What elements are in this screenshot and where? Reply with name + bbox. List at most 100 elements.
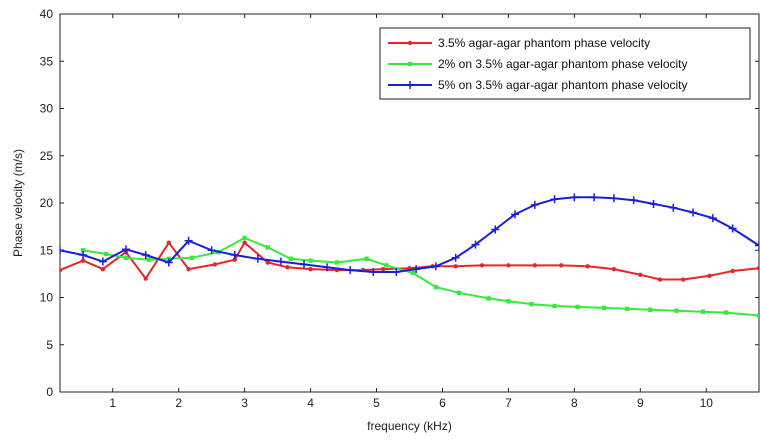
series-3-point xyxy=(164,258,173,267)
series-2-point xyxy=(265,245,270,250)
y-tick-label: 40 xyxy=(40,7,54,21)
series-3-point xyxy=(299,260,308,269)
series-3-point xyxy=(728,224,737,233)
series-3-point xyxy=(491,225,500,234)
series-1-point xyxy=(730,268,735,274)
series-2-point xyxy=(529,301,534,307)
series-2-point xyxy=(506,299,511,304)
series-3-point xyxy=(207,246,216,255)
legend-entry-1: 3.5% agar-agar phantom phase velocity xyxy=(388,36,650,50)
series-3-point xyxy=(550,195,559,204)
legend-label: 3.5% agar-agar phantom phase velocity xyxy=(438,36,650,50)
series-3-point xyxy=(98,257,107,266)
y-axis-title: Phase velocity (m/s) xyxy=(11,149,25,257)
series-2-point xyxy=(486,296,491,301)
series-1-point xyxy=(506,263,511,268)
series-1-point xyxy=(453,264,458,269)
series-1 xyxy=(60,240,759,282)
series-3-point xyxy=(649,199,658,208)
series-1-point xyxy=(265,260,270,265)
series-1-point xyxy=(380,266,386,272)
x-tick-label: 8 xyxy=(571,396,578,410)
series-3-point xyxy=(590,193,599,202)
series-2-point xyxy=(756,313,759,318)
legend-swatch-marker xyxy=(407,61,413,67)
x-tick-label: 6 xyxy=(439,396,446,410)
legend-entry-2: 2% on 3.5% agar-agar phantom phase veloc… xyxy=(388,57,688,71)
series-1-point xyxy=(611,266,617,272)
series-2-point xyxy=(123,255,129,261)
series-1-point xyxy=(100,266,106,272)
series-3-point xyxy=(511,210,520,219)
x-tick-label: 2 xyxy=(175,396,182,410)
series-3-point xyxy=(79,250,88,259)
series-2-point xyxy=(80,248,86,253)
x-tick-label: 9 xyxy=(637,396,644,410)
series-3-point xyxy=(755,241,759,250)
series-3-point xyxy=(276,257,285,266)
series-3-point xyxy=(323,263,332,272)
series-1-point xyxy=(285,265,290,270)
x-tick-label: 7 xyxy=(505,396,512,410)
series-3-point xyxy=(431,262,440,271)
series-3 xyxy=(60,193,759,276)
series-3-point xyxy=(412,265,421,274)
axes: 1 2 3 4 5 6 7 8 9 10 0 5 10 15 20 25 30 35 40 frequency (kH… xyxy=(11,7,760,433)
series-3-point xyxy=(121,245,130,254)
y-tick-label: 20 xyxy=(40,196,54,210)
legend-entry-3: 5% on 3.5% agar-agar phantom phase veloc… xyxy=(388,78,688,92)
series-2-point xyxy=(433,284,439,290)
y-tick-label: 10 xyxy=(40,291,54,305)
series-3-point xyxy=(689,208,698,217)
series-1-point xyxy=(242,240,247,245)
series-1-point xyxy=(707,273,712,278)
series-2-point xyxy=(364,256,369,261)
x-tick-label: 5 xyxy=(373,396,380,410)
series-2-point xyxy=(674,308,679,313)
legend-label: 5% on 3.5% agar-agar phantom phase veloc… xyxy=(438,78,688,92)
series-3-point xyxy=(60,246,64,255)
series-3-point xyxy=(184,236,193,245)
series-3-point xyxy=(230,250,239,259)
series-2-point xyxy=(601,305,607,311)
x-axis-title: frequency (kHz) xyxy=(367,419,452,433)
series-2-point xyxy=(189,255,195,261)
series-1-point xyxy=(680,277,686,282)
series-1-point xyxy=(186,266,191,272)
series-1-point xyxy=(638,272,643,278)
series-1-point xyxy=(308,266,313,272)
series-3-point xyxy=(708,214,717,223)
series-3-point xyxy=(471,240,480,249)
series-2-point xyxy=(410,270,415,276)
series-3-point xyxy=(346,266,355,275)
y-tick-label: 0 xyxy=(46,385,53,399)
series-2-point xyxy=(308,258,313,263)
series-3-point xyxy=(451,253,460,262)
series-1-point xyxy=(232,257,237,262)
series-1-point xyxy=(479,263,485,268)
series-3-point xyxy=(629,196,638,205)
series-3-point xyxy=(141,250,150,259)
legend-label: 2% on 3.5% agar-agar phantom phase veloc… xyxy=(438,57,688,71)
series-1-point xyxy=(657,277,663,282)
series-1-point xyxy=(80,258,86,263)
series-3-point xyxy=(369,267,378,276)
series-2-point xyxy=(723,310,729,315)
series-1-point xyxy=(212,262,218,267)
series-2-point xyxy=(288,256,294,261)
series-2-point xyxy=(647,307,653,312)
series-3-point xyxy=(530,200,539,209)
series-2-line xyxy=(82,236,759,317)
legend-swatch-marker xyxy=(407,40,413,46)
series-2-point xyxy=(624,306,630,312)
series-1-point xyxy=(585,264,590,269)
series-1-point xyxy=(532,263,537,268)
legend-box xyxy=(379,27,751,100)
series-2-point xyxy=(334,260,340,265)
series-1-point xyxy=(558,263,564,268)
y-tick-label: 30 xyxy=(40,102,54,116)
legend: 3.5% agar-agar phantom phase velocity 2% … xyxy=(379,27,751,100)
series-layer xyxy=(60,193,759,318)
series-2-point xyxy=(384,263,389,268)
